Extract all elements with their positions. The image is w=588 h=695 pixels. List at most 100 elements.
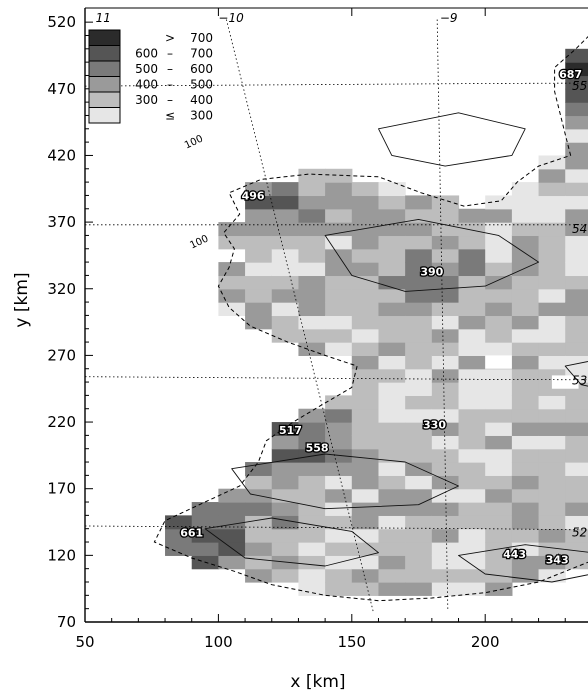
data-cell (431, 502, 460, 516)
data-cell (565, 488, 588, 503)
data-cell (458, 355, 486, 370)
data-cell (565, 515, 588, 530)
data-cell (485, 302, 513, 317)
data-cell (298, 235, 326, 250)
data-cell (538, 168, 566, 183)
data-cell (191, 515, 219, 530)
legend-label-high: 400 (190, 93, 213, 107)
data-cell (245, 262, 273, 277)
data-cell (351, 488, 380, 503)
data-cell (538, 302, 566, 317)
data-cell (565, 62, 588, 77)
data-cell (511, 555, 540, 570)
data-cell (298, 342, 326, 356)
data-cell (565, 88, 588, 103)
data-cell (405, 355, 433, 370)
data-cell (378, 555, 406, 570)
y-tick-label: 270 (47, 346, 76, 364)
data-cell (565, 48, 588, 63)
data-cell (405, 542, 433, 556)
data-cell (351, 422, 380, 436)
data-cell (378, 355, 406, 370)
data-cell (325, 222, 353, 237)
x-axis-title: x [km] (290, 672, 345, 692)
data-cell (565, 342, 588, 356)
latitude-label: 53 (572, 374, 587, 388)
data-cell (218, 288, 246, 303)
data-cell (458, 568, 486, 583)
longitude-label: −10 (218, 11, 244, 25)
data-cell (538, 155, 566, 170)
data-cell (431, 395, 460, 410)
data-cell (351, 382, 380, 396)
data-cell (405, 328, 433, 343)
data-cell (298, 568, 326, 583)
data-cell (271, 195, 300, 210)
data-cell (298, 302, 326, 317)
contour-line (458, 544, 588, 583)
x-tick-label: 100 (204, 633, 233, 651)
legend-label-low: 400 (135, 78, 158, 92)
data-cell (511, 502, 540, 516)
data-cell (485, 515, 513, 530)
data-cell (458, 262, 486, 277)
data-cell (405, 315, 433, 330)
data-cell (378, 342, 406, 356)
data-cell (298, 582, 326, 596)
latitude-label: 55 (572, 79, 587, 93)
data-cell (378, 395, 406, 410)
data-cell (191, 542, 219, 556)
data-cell (485, 462, 513, 476)
data-cell (458, 382, 486, 396)
data-cell (431, 475, 460, 490)
longitude-label: −9 (440, 11, 458, 25)
data-cell (485, 555, 513, 570)
data-cell (405, 222, 433, 237)
data-cell (378, 222, 406, 237)
legend-swatch (88, 76, 121, 93)
data-cell (298, 408, 326, 423)
data-cell (245, 288, 273, 303)
data-cell (485, 408, 513, 423)
site-label: 558 (306, 441, 329, 454)
data-cell (431, 275, 460, 290)
latitude-line (84, 525, 588, 531)
data-cell (565, 168, 588, 183)
blank-cell (485, 355, 512, 369)
site-label: 496 (242, 189, 265, 202)
data-cell (458, 462, 486, 476)
data-cell (325, 235, 353, 250)
data-cell (565, 475, 588, 490)
data-cell (405, 262, 433, 277)
data-cell (298, 435, 326, 450)
data-cell (245, 555, 273, 570)
data-cell (511, 248, 540, 263)
data-cell (431, 568, 460, 583)
data-cell (538, 342, 566, 356)
data-cell (218, 555, 246, 570)
latitude-label: 54 (572, 222, 587, 236)
legend-label-high: 600 (190, 62, 213, 76)
data-cell (485, 235, 513, 250)
data-cell (325, 168, 353, 183)
data-cell (458, 288, 486, 303)
data-cell (565, 248, 588, 263)
data-cell (378, 262, 406, 277)
data-cell (431, 515, 460, 530)
data-cell (351, 302, 380, 317)
data-cell (245, 528, 273, 543)
data-cell (351, 262, 380, 277)
data-cell (431, 248, 460, 263)
data-cell (245, 315, 273, 330)
data-cell (378, 448, 406, 463)
data-cell (271, 542, 300, 556)
y-tick-label: 320 (47, 280, 76, 298)
data-cell (405, 555, 433, 570)
data-cell (325, 275, 353, 290)
contour-line (204, 517, 379, 567)
data-cell (378, 542, 406, 556)
data-cell (405, 528, 433, 543)
data-cell (298, 288, 326, 303)
data-cell (458, 208, 486, 223)
data-cell (351, 248, 380, 263)
